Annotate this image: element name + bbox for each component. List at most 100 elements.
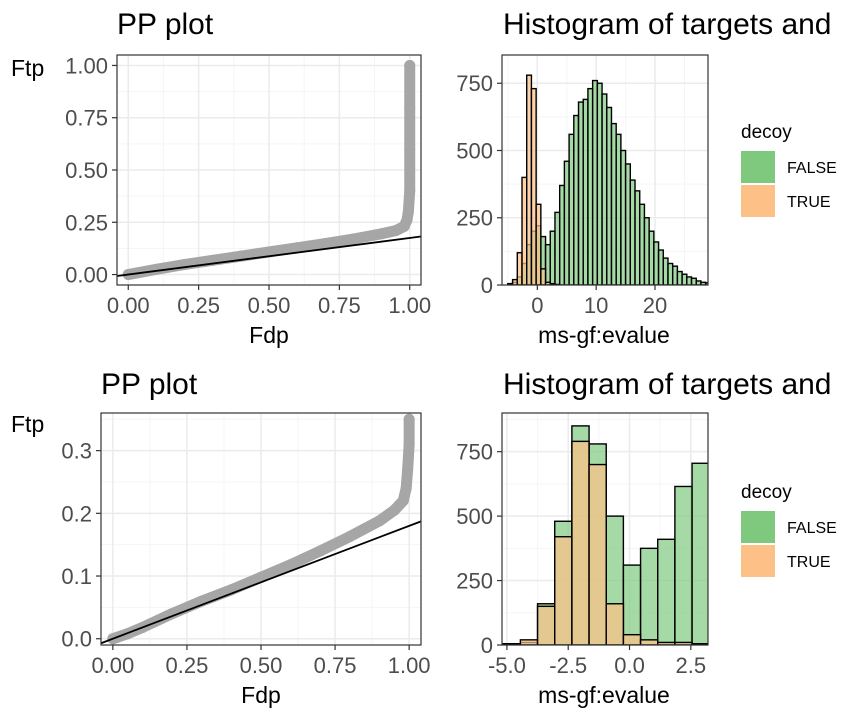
x-tick-label: 0.0 bbox=[614, 653, 645, 678]
histogram-bar-false bbox=[790, 284, 795, 285]
histogram-bar-false bbox=[544, 243, 551, 285]
pp-point bbox=[403, 438, 415, 450]
histogram-bar-false bbox=[800, 284, 805, 285]
legend-top-false-swatch bbox=[741, 151, 775, 183]
y-tick-label: 1.00 bbox=[65, 53, 108, 78]
x-tick-label: 2.5 bbox=[676, 653, 707, 678]
x-tick-label: 0.50 bbox=[248, 293, 291, 318]
histogram-bar-false bbox=[724, 284, 729, 285]
x-tick-label: 0.50 bbox=[240, 653, 283, 678]
pp-point bbox=[376, 228, 388, 240]
pp-point bbox=[404, 143, 416, 155]
pp-plot-bottom-border bbox=[100, 412, 422, 646]
y-tick-label: 0.50 bbox=[65, 158, 108, 183]
pp-point bbox=[255, 571, 267, 583]
pp-plot-bottom-title: PP plot bbox=[101, 368, 198, 401]
histogram-bar-true bbox=[588, 463, 607, 645]
histogram-bar-false bbox=[729, 284, 734, 285]
histogram-bar-true bbox=[530, 87, 537, 285]
histogram-bar-false bbox=[776, 284, 781, 285]
pp-point bbox=[347, 233, 359, 245]
x-tick-label: 1.00 bbox=[388, 293, 431, 318]
pp-point bbox=[404, 101, 416, 113]
pp-point bbox=[374, 515, 386, 527]
pp-point bbox=[403, 413, 415, 425]
histogram-bar-false bbox=[781, 284, 786, 285]
histogram-bar-true bbox=[639, 639, 659, 645]
y-tick-label: 0.25 bbox=[65, 210, 108, 235]
pp-plot-top: PP plot Ftp Fdp 0.00 0.25 0.50 0.75 1.000.00… bbox=[11, 8, 431, 348]
histogram-top-title: Histogram of targets and bbox=[503, 8, 832, 41]
histogram-bar-false bbox=[573, 114, 580, 285]
histogram-bar-false bbox=[624, 163, 632, 285]
histogram-bar-false bbox=[739, 284, 744, 285]
histogram-bar-false bbox=[767, 284, 772, 285]
pp-plot-bottom-ylabel: Ftp bbox=[11, 411, 44, 437]
pp-plot-top-xlabel: Fdp bbox=[249, 322, 289, 348]
histogram-bar-false bbox=[743, 284, 748, 285]
histogram-bar-false bbox=[805, 284, 810, 285]
pp-plot-top-border bbox=[116, 54, 422, 286]
histogram-bar-true bbox=[540, 268, 547, 285]
pp-point bbox=[402, 206, 414, 218]
pp-plot-bottom-axes: 0.00 0.25 0.50 0.75 1.00 0.0 0.1 0.2 0.3 bbox=[61, 439, 430, 678]
histogram-bar-false bbox=[568, 133, 575, 285]
pp-point bbox=[402, 463, 414, 475]
reference-line bbox=[101, 520, 421, 645]
x-tick-label: 0.25 bbox=[166, 653, 209, 678]
x-tick-label: 0 bbox=[531, 293, 543, 318]
histogram-bar-false bbox=[720, 284, 725, 285]
legend-top-true-swatch bbox=[741, 185, 775, 217]
histogram-bar-false bbox=[643, 217, 650, 285]
histogram-bar-false bbox=[563, 160, 570, 285]
histogram-bar-true bbox=[519, 639, 539, 645]
histogram-bar-false bbox=[695, 280, 702, 285]
histogram-bar-false bbox=[648, 230, 655, 285]
histogram-bar-false bbox=[549, 230, 556, 285]
histogram-bottom-legend: decoy FALSE TRUE bbox=[741, 482, 837, 577]
histogram-bar-true bbox=[535, 203, 542, 285]
histogram-bottom-xlabel: ms-gf:evalue bbox=[538, 682, 670, 708]
pp-plot-top-ylabel: Ftp bbox=[11, 55, 44, 81]
x-tick-label: 1.00 bbox=[388, 653, 431, 678]
pp-point bbox=[388, 504, 400, 516]
y-tick-label: 0.1 bbox=[61, 564, 92, 589]
pp-point bbox=[404, 59, 416, 71]
histogram-bar-false bbox=[587, 87, 594, 285]
histogram-bar-false bbox=[634, 190, 641, 285]
x-tick-label: 0.00 bbox=[107, 293, 150, 318]
histogram-bar-false bbox=[710, 284, 715, 285]
legend-bottom-true-label: TRUE bbox=[787, 554, 831, 571]
histogram-bar-true bbox=[521, 176, 528, 285]
legend-bottom-true-swatch bbox=[741, 545, 775, 577]
histogram-bar-false bbox=[757, 284, 762, 285]
histogram-top-xlabel: ms-gf:evalue bbox=[538, 322, 670, 348]
y-tick-label: 750 bbox=[456, 71, 493, 96]
histogram-bar-false bbox=[582, 98, 589, 285]
histogram-bar-false bbox=[622, 564, 642, 645]
histogram-top-border bbox=[501, 54, 709, 286]
histogram-bar-false bbox=[674, 485, 693, 645]
y-tick-label: 0.0 bbox=[61, 627, 92, 652]
y-tick-label: 500 bbox=[456, 504, 493, 529]
histogram-bar-false bbox=[795, 284, 800, 285]
y-tick-label: 0.00 bbox=[65, 263, 108, 288]
histogram-bar-false bbox=[772, 284, 777, 285]
pp-point bbox=[314, 545, 326, 557]
histogram-bar-false bbox=[577, 101, 584, 285]
y-tick-label: 250 bbox=[456, 569, 493, 594]
histogram-bottom-axes: -5.0 -2.5 0.0 2.5 0 250 500 750 bbox=[456, 440, 706, 678]
histogram-bar-true bbox=[511, 278, 519, 285]
x-tick-label: 10 bbox=[584, 293, 608, 318]
legend-bottom-title: decoy bbox=[741, 482, 792, 503]
histogram-bar-false bbox=[591, 79, 599, 285]
pp-plot-top-axes: 0.00 0.25 0.50 0.75 1.00 0.00 0.25 0.50 0.75 1.00 bbox=[65, 53, 431, 318]
histogram-bar-false bbox=[681, 273, 688, 285]
x-tick-label: 0.75 bbox=[318, 293, 361, 318]
histogram-bar-false bbox=[748, 284, 753, 285]
histogram-bar-false bbox=[558, 184, 566, 285]
pp-plot-bottom-xlabel: Fdp bbox=[241, 682, 281, 708]
y-tick-label: 250 bbox=[456, 206, 493, 231]
y-tick-label: 0.75 bbox=[65, 106, 108, 131]
